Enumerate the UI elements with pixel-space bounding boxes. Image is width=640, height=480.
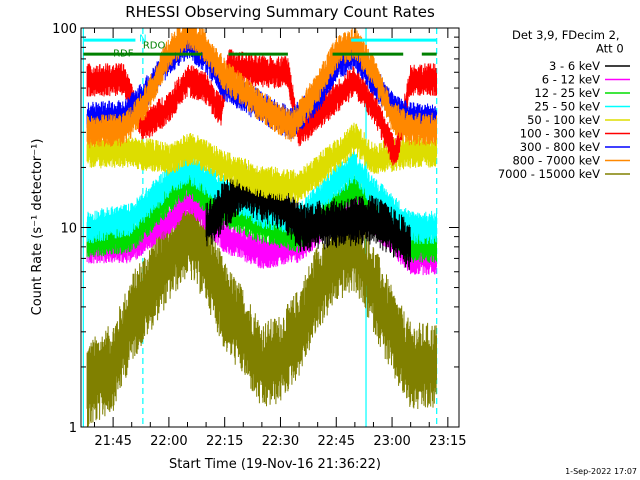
- timestamp: 1-Sep-2022 17:07: [565, 467, 637, 476]
- legend-header-1: Att 0: [596, 42, 624, 56]
- legend-label-0: 3 - 6 keV: [549, 59, 600, 73]
- legend-label-7: 800 - 7000 keV: [512, 154, 600, 168]
- y-tick-label-1: 1: [69, 421, 77, 436]
- chart-title: RHESSI Observing Summary Count Rates: [125, 3, 435, 21]
- legend-label-3: 25 - 50 keV: [534, 100, 600, 114]
- legend-label-5: 100 - 300 keV: [520, 127, 600, 141]
- series-trace-7000-15000-kev: [86, 191, 437, 427]
- annotation-label-rdf: RDF: [113, 48, 134, 59]
- series-trace-50-100-kev: [86, 122, 437, 204]
- annotation-label-rdo: RDO: [143, 41, 166, 52]
- y-axis-label: Count Rate (s⁻¹ detector⁻¹): [30, 139, 45, 316]
- y-tick-label-100: 100: [52, 22, 77, 37]
- legend-label-6: 300 - 800 keV: [520, 140, 600, 154]
- legend-label-8: 7000 - 15000 keV: [498, 167, 600, 181]
- legend-label-4: 50 - 100 keV: [527, 113, 600, 127]
- legend-label-2: 12 - 25 keV: [534, 86, 600, 100]
- annotation-label-n: N: [139, 34, 146, 45]
- x-tick-label-22:30: 22:30: [262, 434, 299, 449]
- x-axis-label: Start Time (19-Nov-16 21:36:22): [169, 457, 381, 472]
- x-tick-label-21:45: 21:45: [94, 434, 131, 449]
- series-trace-100-300-kev: [86, 49, 437, 166]
- x-tick-label-23:00: 23:00: [373, 434, 410, 449]
- series-trace-3-6-kev: [205, 162, 411, 270]
- series-trace-800-7000-kev: [86, 28, 437, 149]
- legend-label-1: 6 - 12 keV: [542, 73, 600, 87]
- x-tick-label-22:00: 22:00: [150, 434, 187, 449]
- legend-header-0: Det 3,9, FDecim 2,: [512, 28, 620, 42]
- x-tick-label-22:45: 22:45: [318, 434, 355, 449]
- x-tick-label-22:15: 22:15: [206, 434, 243, 449]
- x-tick-label-23:15: 23:15: [429, 434, 466, 449]
- y-tick-label-10: 10: [60, 222, 77, 237]
